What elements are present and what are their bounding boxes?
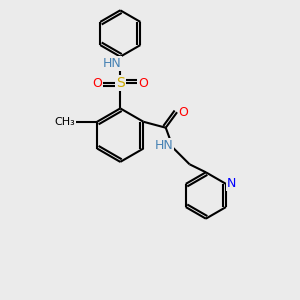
Text: O: O [138,76,148,90]
Text: O: O [178,106,188,119]
Text: S: S [116,76,125,90]
Text: HN: HN [154,139,173,152]
Text: N: N [226,177,236,190]
Text: CH₃: CH₃ [54,117,75,127]
Text: HN: HN [103,57,121,70]
Text: O: O [92,76,102,90]
